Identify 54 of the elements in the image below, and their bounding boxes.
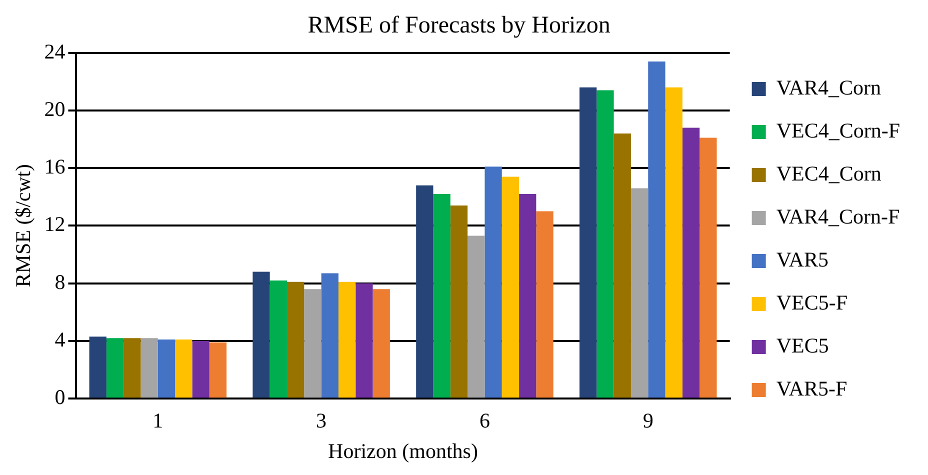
- bar: [321, 273, 338, 398]
- bar: [630, 188, 648, 398]
- bar: [252, 272, 270, 398]
- bar: [596, 90, 614, 398]
- legend-label: VAR4_Corn-F: [776, 204, 900, 229]
- bar: [209, 342, 227, 398]
- legend-label: VAR4_Corn: [776, 76, 882, 100]
- legend-label: VAR5: [776, 248, 828, 272]
- bar: [648, 61, 666, 398]
- bar: [614, 133, 631, 398]
- bar: [519, 194, 536, 398]
- bar: [416, 185, 434, 398]
- bar: [502, 176, 520, 398]
- bar: [338, 282, 356, 398]
- y-tick-label: 24: [44, 39, 66, 64]
- bar: [700, 138, 717, 398]
- y-tick-label: 0: [54, 385, 66, 410]
- x-tick-label: 3: [316, 408, 327, 433]
- y-tick-label: 16: [44, 154, 66, 179]
- y-axis-title: RMSE ($/cwt): [11, 164, 36, 288]
- bar: [468, 236, 485, 398]
- bar: [356, 283, 373, 398]
- bar: [175, 340, 192, 398]
- bar: [579, 87, 597, 398]
- bar: [286, 282, 304, 398]
- y-tick-label: 12: [44, 212, 66, 236]
- x-tick-label: 9: [642, 408, 654, 433]
- legend-label: VEC4_Corn: [776, 162, 882, 186]
- legend-label: VAR5-F: [776, 376, 848, 401]
- bar: [270, 280, 287, 398]
- bar: [450, 206, 468, 398]
- legend-label: VEC5-F: [776, 290, 848, 315]
- bar: [665, 87, 682, 398]
- bar: [192, 340, 210, 398]
- bar: [484, 166, 502, 398]
- chart-title: RMSE of Forecasts by Horizon: [308, 12, 610, 39]
- legend-label: VEC4_Corn-F: [776, 118, 900, 143]
- y-tick-label: 4: [54, 327, 66, 352]
- bar: [433, 194, 450, 398]
- bar: [536, 211, 554, 398]
- x-tick-label: 6: [479, 408, 490, 433]
- bar: [682, 128, 700, 398]
- bar: [124, 338, 141, 398]
- x-axis-title: Horizon (months): [328, 438, 478, 463]
- y-tick-label: 8: [54, 270, 66, 294]
- bar: [140, 338, 158, 398]
- legend-label: VEC5: [776, 334, 829, 358]
- bar: [304, 289, 322, 398]
- y-tick-label: 20: [44, 96, 66, 121]
- bar: [89, 336, 106, 398]
- bar: [158, 340, 176, 398]
- bar: [106, 338, 124, 398]
- bar: [372, 289, 390, 398]
- x-tick-label: 1: [152, 408, 164, 433]
